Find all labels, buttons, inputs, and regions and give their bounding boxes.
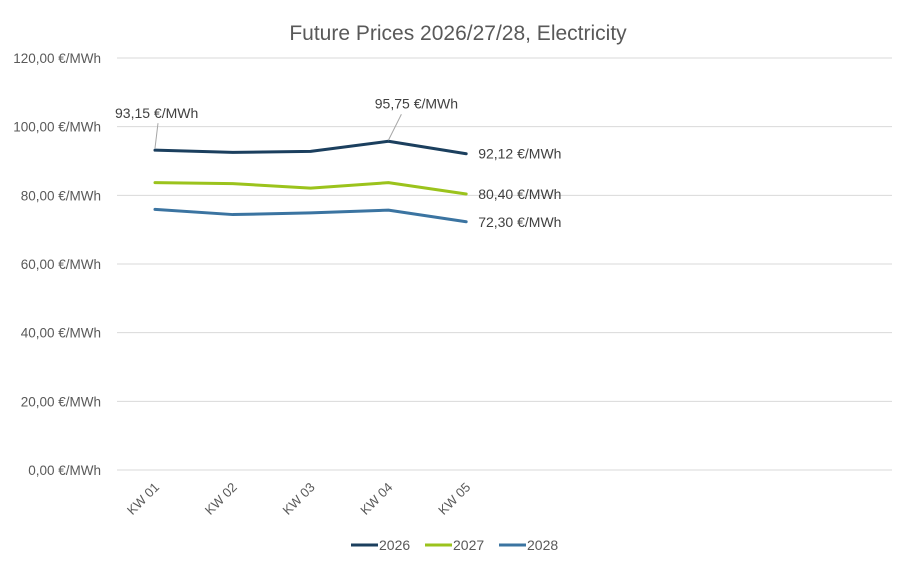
y-tick-label: 60,00 €/MWh (21, 257, 101, 272)
x-tick-label: KW 04 (357, 480, 395, 518)
data-label: 95,75 €/MWh (375, 95, 458, 111)
y-tick-label: 40,00 €/MWh (21, 326, 101, 341)
legend-item-2026: 2026 (351, 537, 410, 553)
series-lines (153, 139, 468, 224)
data-label: 80,40 €/MWh (478, 186, 561, 202)
data-label: 72,30 €/MWh (478, 214, 561, 230)
x-tick-label: KW 02 (202, 480, 240, 518)
series-line-2027 (153, 181, 468, 196)
leader-line (387, 114, 402, 141)
data-labels: 93,15 €/MWh 95,75 €/MWh 92,12 €/MWh 80,40 €… (115, 95, 561, 230)
y-axis-ticks: 0,00 €/MWh 20,00 €/MWh 40,00 €/MWh 60,00 €/… (13, 51, 101, 478)
x-tick-label: KW 05 (435, 480, 473, 518)
x-axis-ticks: KW 01 KW 02 KW 03 KW 04 KW 05 (124, 480, 473, 518)
y-tick-label: 120,00 €/MWh (13, 51, 101, 66)
x-tick-label: KW 03 (280, 480, 318, 518)
gridlines (117, 57, 892, 471)
y-tick-label: 20,00 €/MWh (21, 394, 101, 409)
legend: 2026 2027 2028 (351, 537, 558, 553)
y-tick-label: 80,00 €/MWh (21, 188, 101, 203)
y-tick-label: 100,00 €/MWh (13, 120, 101, 135)
legend-item-2027: 2027 (425, 537, 484, 553)
legend-label: 2026 (379, 537, 410, 553)
y-tick-label: 0,00 €/MWh (28, 463, 101, 478)
chart-title: Future Prices 2026/27/28, Electricity (289, 22, 627, 45)
legend-label: 2028 (527, 537, 558, 553)
x-tick-label: KW 01 (124, 480, 162, 518)
series-line-2026 (153, 139, 468, 156)
data-label: 93,15 €/MWh (115, 105, 198, 121)
series-line-2028 (153, 207, 468, 224)
legend-item-2028: 2028 (499, 537, 558, 553)
legend-label: 2027 (453, 537, 484, 553)
leader-line (154, 123, 159, 149)
data-label: 92,12 €/MWh (478, 146, 561, 162)
